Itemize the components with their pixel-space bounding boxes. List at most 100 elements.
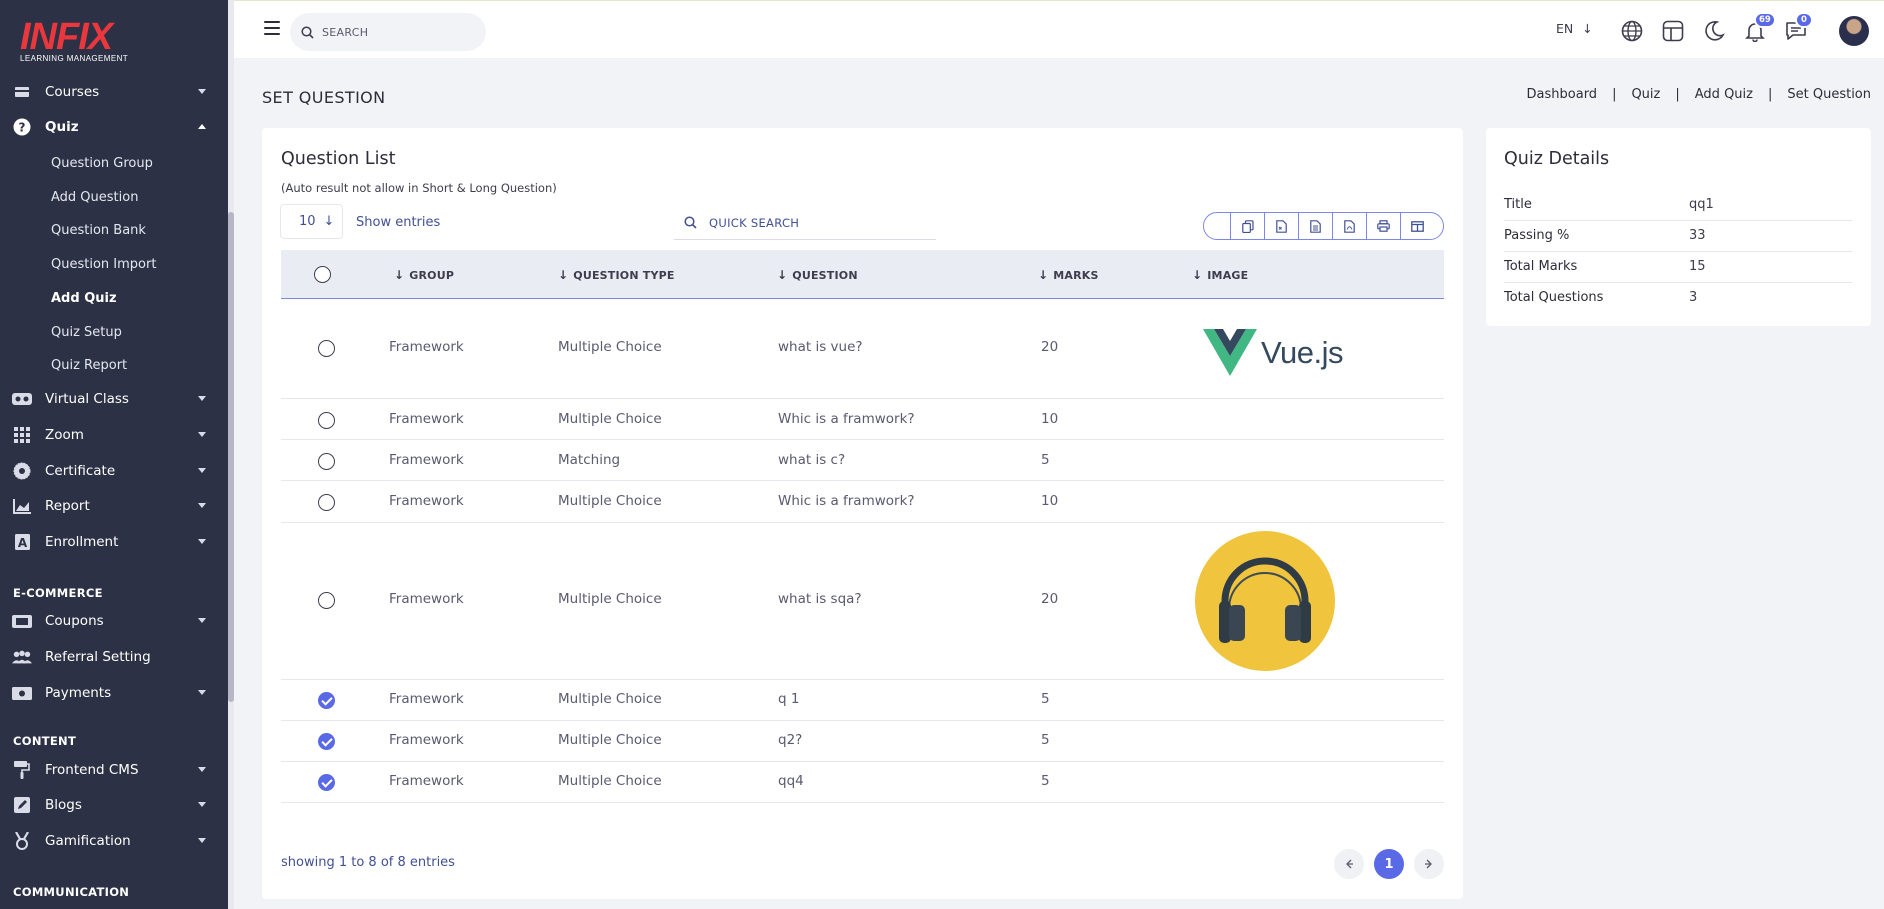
chevron-down-icon: [198, 618, 206, 623]
row-select-radio[interactable]: [318, 494, 335, 511]
sidebar-item-certificate[interactable]: Certificate: [0, 456, 228, 486]
language-selector[interactable]: EN ↓: [1556, 21, 1593, 36]
cell-marks: 5: [1041, 691, 1050, 707]
sidebar-item-label: Payments: [45, 685, 112, 701]
row-select-radio[interactable]: [318, 340, 335, 357]
sidebar-item-frontend-cms[interactable]: Frontend CMS: [0, 755, 228, 785]
cell-marks: 10: [1041, 493, 1059, 509]
moon-icon[interactable]: [1703, 20, 1725, 42]
sidebar-item-quiz-setup[interactable]: Quiz Setup: [51, 324, 122, 340]
table-row: Framework Multiple Choice qq4 5: [281, 762, 1444, 803]
row-select-radio[interactable]: [318, 692, 335, 709]
row-select-radio[interactable]: [318, 412, 335, 429]
page-button-1[interactable]: 1: [1374, 849, 1404, 879]
notifications-button[interactable]: 69: [1744, 12, 1776, 43]
cell-group: Framework: [389, 691, 464, 707]
chevron-down-icon: [198, 539, 206, 544]
quiz-detail-label: Passing %: [1504, 228, 1570, 243]
sidebar-item-question-import[interactable]: Question Import: [51, 256, 157, 272]
breadcrumb-add-quiz[interactable]: Add Quiz: [1694, 87, 1753, 102]
breadcrumb-dashboard[interactable]: Dashboard: [1526, 87, 1598, 102]
breadcrumb-quiz[interactable]: Quiz: [1631, 87, 1661, 102]
sidebar-item-question-bank[interactable]: Question Bank: [51, 222, 146, 238]
chevron-down-icon: [198, 838, 206, 843]
sidebar-item-label: Coupons: [45, 613, 104, 629]
sidebar: INFIX LEARNING MANAGEMENT Courses ? Quiz…: [0, 0, 234, 909]
sidebar-item-quiz[interactable]: ? Quiz: [0, 112, 228, 142]
sidebar-item-virtual-class[interactable]: Virtual Class: [0, 384, 228, 414]
table-row: Framework Matching what is c? 5: [281, 440, 1444, 481]
sidebar-item-label: Courses: [45, 84, 100, 100]
cell-question-type: Matching: [558, 452, 621, 468]
sort-arrow-icon: ↓: [394, 268, 405, 282]
sidebar-item-question-group[interactable]: Question Group: [51, 155, 153, 171]
quiz-detail-row: Total Marks 15: [1504, 252, 1852, 283]
select-all-radio[interactable]: [314, 266, 331, 283]
page-size-select[interactable]: 10 ↓: [280, 204, 343, 239]
search-input[interactable]: SEARCH: [290, 13, 486, 51]
sidebar-item-enrollment[interactable]: A Enrollment: [0, 527, 228, 557]
messages-button[interactable]: 0: [1785, 12, 1813, 42]
breadcrumb-set-question: Set Question: [1787, 87, 1871, 102]
export-pdf-button[interactable]: [1332, 213, 1366, 239]
sidebar-item-label: Frontend CMS: [45, 762, 139, 778]
globe-icon[interactable]: [1621, 20, 1643, 42]
vue-logo-icon: [1203, 329, 1257, 376]
quick-search-input[interactable]: QUICK SEARCH: [674, 206, 936, 240]
previous-page-button[interactable]: [1334, 849, 1364, 879]
brand-logo[interactable]: INFIX LEARNING MANAGEMENT: [20, 18, 128, 63]
sidebar-item-coupons[interactable]: Coupons: [0, 606, 228, 636]
table-row: Framework Multiple Choice what is sqa? 2…: [281, 523, 1444, 680]
sidebar-item-label: Gamification: [45, 833, 131, 849]
vr-headset-icon: [12, 389, 32, 409]
column-header-marks[interactable]: ↓ MARKS: [1038, 268, 1099, 282]
cell-question-type: Multiple Choice: [558, 339, 662, 355]
svg-text:?: ?: [19, 121, 26, 135]
row-select-radio[interactable]: [318, 453, 335, 470]
quiz-detail-label: Title: [1504, 197, 1532, 212]
sidebar-item-gamification[interactable]: Gamification: [0, 826, 228, 856]
next-page-button[interactable]: [1414, 849, 1444, 879]
sidebar-item-courses[interactable]: Courses: [0, 77, 228, 107]
cell-question-type: Multiple Choice: [558, 732, 662, 748]
sort-arrow-icon: ↓: [558, 268, 569, 282]
menu-toggle-icon[interactable]: [264, 21, 280, 35]
sidebar-scrollbar-thumb[interactable]: [228, 212, 234, 702]
column-header-image[interactable]: ↓ IMAGE: [1192, 268, 1248, 282]
column-visibility-button[interactable]: [1400, 213, 1434, 239]
print-button[interactable]: [1366, 213, 1400, 239]
sidebar-item-zoom[interactable]: Zoom: [0, 420, 228, 450]
courses-icon: [12, 82, 32, 102]
export-excel-button[interactable]: [1298, 213, 1332, 239]
row-select-radio[interactable]: [318, 774, 335, 791]
row-select-radio[interactable]: [318, 733, 335, 750]
quiz-detail-value: qq1: [1689, 197, 1714, 212]
money-icon: [12, 683, 32, 703]
sidebar-item-quiz-report[interactable]: Quiz Report: [51, 357, 128, 373]
row-select-radio[interactable]: [318, 592, 335, 609]
cell-question-type: Multiple Choice: [558, 691, 662, 707]
users-icon: [12, 647, 32, 667]
language-label: EN: [1556, 21, 1574, 36]
sidebar-item-label: Quiz: [45, 119, 79, 135]
copy-button[interactable]: [1230, 213, 1264, 239]
user-avatar[interactable]: [1839, 16, 1869, 46]
sidebar-item-referral-setting[interactable]: Referral Setting: [0, 642, 228, 672]
sidebar-item-add-quiz[interactable]: Add Quiz: [51, 290, 117, 306]
cell-question: qq4: [778, 773, 804, 789]
cell-question: what is sqa?: [778, 591, 862, 607]
column-header-question[interactable]: ↓ QUESTION: [777, 268, 858, 282]
sidebar-item-report[interactable]: Report: [0, 491, 228, 521]
layout-icon[interactable]: [1662, 20, 1684, 42]
sidebar-item-add-question[interactable]: Add Question: [51, 189, 139, 205]
column-header-group[interactable]: ↓ GROUP: [394, 268, 454, 282]
cell-group: Framework: [389, 732, 464, 748]
table-header: ↓ GROUP ↓ QUESTION TYPE ↓ QUESTION ↓ MARKS ↓…: [281, 250, 1444, 299]
sidebar-item-blogs[interactable]: Blogs: [0, 790, 228, 820]
column-header-question-type[interactable]: ↓ QUESTION TYPE: [558, 268, 675, 282]
export-csv-button[interactable]: [1264, 213, 1298, 239]
question-circle-icon: ?: [12, 117, 32, 137]
column-header-label: IMAGE: [1207, 268, 1249, 282]
arrow-down-icon: ↓: [1582, 21, 1593, 36]
sidebar-item-payments[interactable]: Payments: [0, 678, 228, 708]
